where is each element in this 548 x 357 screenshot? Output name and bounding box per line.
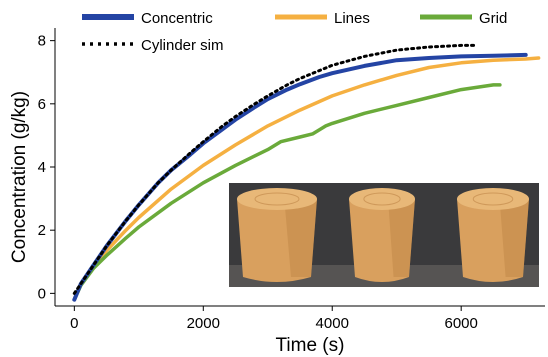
x-ticks: 0 2000 4000 6000 (70, 306, 478, 332)
legend-label: Lines (334, 10, 370, 27)
legend: Concentric Lines Grid Cylinder sim (82, 10, 507, 54)
y-axis-label: Concentration (g/kg) (9, 91, 30, 263)
y-tick-label: 6 (38, 96, 46, 113)
y-tick-label: 2 (38, 222, 46, 239)
y-tick-label: 4 (38, 159, 46, 176)
series-line-cylinder-sim (72, 43, 476, 295)
x-tick-label: 6000 (444, 315, 477, 332)
series-line-grid (72, 83, 502, 302)
legend-entry-grid: Grid (420, 10, 507, 27)
sample-concentric (237, 188, 317, 282)
x-axis-label: Time (s) (276, 335, 345, 356)
legend-label: Cylinder sim (141, 37, 224, 54)
x-tick-label: 4000 (316, 315, 349, 332)
x-tick-label: 0 (70, 315, 78, 332)
y-ticks: 0 2 4 6 8 (38, 33, 55, 302)
inset-photo (229, 183, 539, 287)
legend-label: Grid (479, 10, 507, 27)
y-tick-label: 0 (38, 285, 46, 302)
sample-lines (349, 188, 415, 282)
y-tick-label: 8 (38, 33, 46, 50)
series-layer (72, 43, 541, 302)
x-tick-label: 2000 (187, 315, 220, 332)
legend-entry-cylinder-sim: Cylinder sim (82, 37, 224, 54)
sample-grid (457, 188, 529, 282)
legend-entry-lines: Lines (275, 10, 370, 27)
legend-label: Concentric (141, 10, 213, 27)
legend-entry-concentric: Concentric (82, 10, 213, 27)
series-line-lines (72, 56, 541, 302)
